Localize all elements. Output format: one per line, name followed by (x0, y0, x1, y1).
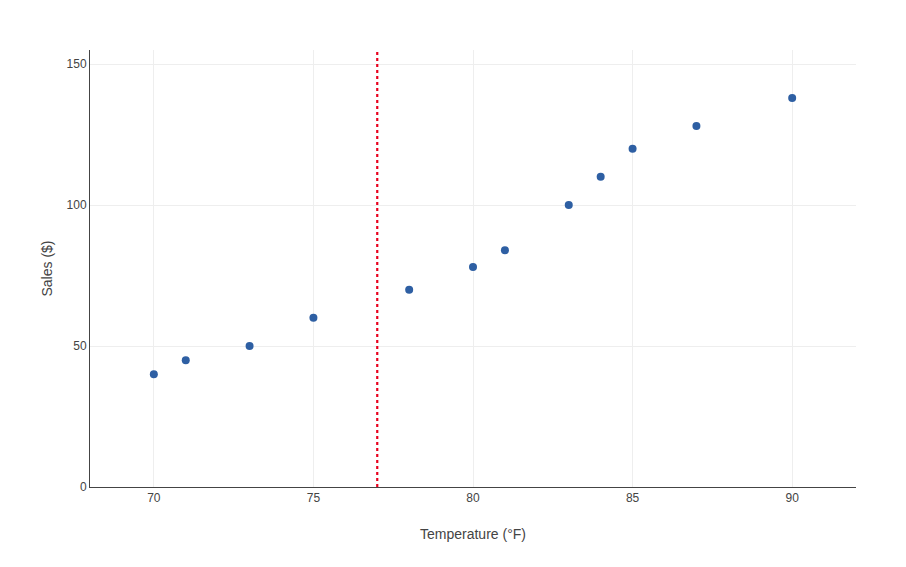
svg-text:Sales ($): Sales ($) (39, 240, 55, 296)
svg-text:75: 75 (307, 491, 321, 505)
svg-text:50: 50 (73, 339, 87, 353)
svg-text:85: 85 (626, 491, 640, 505)
svg-text:90: 90 (785, 491, 799, 505)
svg-text:0: 0 (80, 480, 87, 494)
svg-text:150: 150 (67, 57, 87, 71)
svg-text:70: 70 (147, 491, 161, 505)
svg-text:Temperature (°F): Temperature (°F) (420, 526, 526, 542)
svg-text:100: 100 (67, 198, 87, 212)
svg-text:80: 80 (466, 491, 480, 505)
